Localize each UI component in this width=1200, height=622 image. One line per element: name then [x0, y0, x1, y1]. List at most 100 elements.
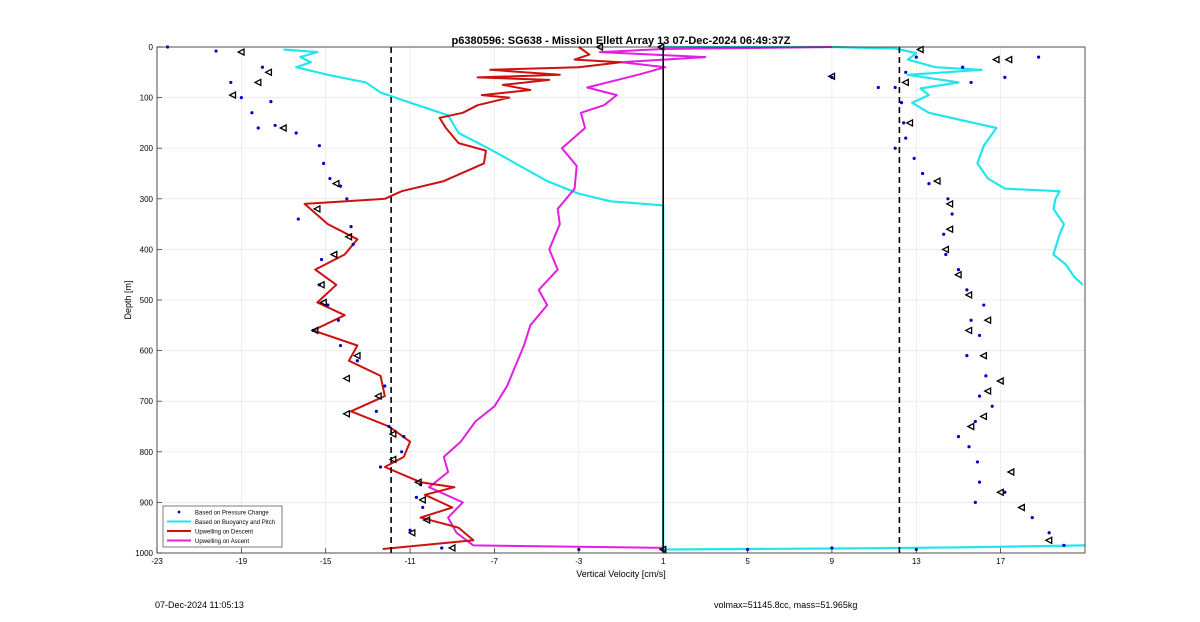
pressure-change-marker — [827, 72, 836, 81]
pressure-change-point — [876, 85, 880, 90]
pressure-change-point — [296, 217, 300, 221]
pressure-change-point — [956, 268, 961, 272]
axis-ticks: -23 -19 -15 -11 -7 -3 1 5 9 13 17 0 100 200 300 400 500 6… — [135, 43, 1005, 566]
pressure-change-point — [260, 65, 265, 69]
y-tick-label: 0 — [149, 43, 154, 52]
pressure-change-marker — [344, 232, 353, 241]
pressure-change-marker — [945, 225, 954, 234]
pressure-change-marker — [932, 177, 941, 186]
pressure-change-marker — [983, 387, 992, 396]
pressure-change-marker — [1044, 536, 1053, 545]
pressure-change-point — [830, 546, 834, 550]
pressure-change-point — [893, 146, 897, 150]
pressure-change-point — [977, 333, 982, 338]
pressure-change-point — [956, 435, 961, 439]
pressure-change-marker — [915, 45, 924, 54]
pressure-change-point — [921, 171, 925, 176]
pressure-change-marker — [236, 48, 245, 57]
pressure-change-point — [1062, 543, 1066, 548]
pressure-change-marker — [964, 326, 973, 335]
y-tick-label: 700 — [140, 397, 154, 406]
pressure-change-point — [927, 182, 931, 186]
y-axis-label: Depth [m] — [123, 280, 133, 319]
pressure-change-marker — [995, 488, 1004, 497]
pressure-change-point — [345, 197, 349, 201]
pressure-change-point — [975, 460, 980, 464]
pressure-change-point — [977, 480, 982, 484]
pressure-change-marker — [342, 409, 351, 418]
pressure-change-point — [904, 136, 908, 140]
pressure-change-marker — [407, 528, 416, 537]
pressure-change-marker — [352, 351, 361, 360]
pressure-change-point — [946, 197, 950, 201]
pressure-change-point — [355, 359, 359, 363]
pressure-change-marker — [983, 316, 992, 325]
y-tick-label: 400 — [140, 245, 154, 254]
pressure-change-point — [965, 354, 969, 358]
pressure-change-point — [338, 343, 343, 348]
ascent-upwelling-line — [428, 46, 832, 549]
pressure-change-point — [965, 288, 969, 292]
pressure-change-point — [322, 161, 326, 165]
pressure-change-point — [387, 424, 391, 429]
x-tick-label: -15 — [320, 557, 332, 566]
pressure-change-marker — [964, 290, 973, 299]
pressure-change-point — [1030, 515, 1034, 520]
x-tick-label: 13 — [912, 557, 921, 566]
pressure-change-point — [1047, 531, 1051, 535]
y-tick-label: 900 — [140, 498, 154, 507]
data-series — [165, 42, 1086, 554]
pressure-change-point — [229, 80, 233, 85]
pressure-change-point — [893, 85, 897, 90]
legend-swatch-pressure — [177, 510, 181, 514]
pressure-change-point — [319, 257, 324, 262]
footer-volume-mass: volmax=51145.8cc, mass=51.965kg — [714, 600, 858, 610]
pressure-change-point — [273, 123, 277, 128]
pressure-change-marker — [901, 78, 909, 87]
pressure-change-marker — [388, 430, 397, 439]
pressure-change-marker — [316, 280, 325, 289]
pressure-change-marker — [278, 123, 287, 133]
pressure-change-marker — [329, 250, 338, 259]
x-tick-label: 9 — [830, 557, 835, 566]
pressure-change-point — [1003, 490, 1007, 494]
y-tick-label: 800 — [140, 448, 154, 457]
pressure-change-point — [942, 232, 946, 236]
pressure-change-marker — [373, 392, 382, 401]
pressure-change-point — [969, 80, 973, 85]
legend-label: Upwelling on Ascent — [195, 539, 249, 545]
pressure-change-point — [977, 394, 982, 398]
x-tick-label: -19 — [236, 557, 248, 566]
pressure-change-marker — [941, 245, 950, 254]
pressure-change-point — [338, 184, 343, 188]
pressure-change-marker — [979, 351, 988, 360]
pressure-change-point — [984, 374, 988, 378]
pressure-change-point — [294, 131, 298, 135]
pressure-change-point — [378, 465, 383, 469]
pressure-change-point — [402, 435, 406, 439]
pressure-change-marker — [991, 55, 1000, 64]
x-tick-label: -11 — [405, 557, 417, 566]
pressure-change-point — [214, 49, 218, 53]
pressure-change-point — [973, 419, 977, 424]
pressure-change-point — [1003, 75, 1007, 79]
pressure-change-marker — [945, 199, 954, 208]
x-axis-label: Vertical Velocity [cm/s] — [576, 569, 666, 579]
pressure-change-point — [973, 500, 977, 504]
pressure-change-marker — [253, 78, 262, 87]
pressure-change-marker — [979, 412, 988, 421]
x-tick-label: -3 — [575, 557, 583, 566]
legend: Based on Pressure Change Based on Buoyanc… — [162, 505, 283, 548]
y-tick-label: 100 — [140, 94, 154, 103]
buoyancy-pitch-line-upper — [663, 45, 1084, 286]
x-tick-label: 5 — [745, 557, 750, 566]
pressure-change-point — [899, 101, 904, 105]
pressure-change-marker — [422, 516, 431, 525]
pressure-change-marker — [1004, 55, 1013, 64]
pressure-change-point — [256, 126, 260, 130]
pressure-change-marker — [953, 270, 962, 279]
pressure-change-point — [944, 252, 948, 257]
pressure-change-point — [1037, 55, 1041, 59]
pressure-change-point — [326, 303, 330, 307]
